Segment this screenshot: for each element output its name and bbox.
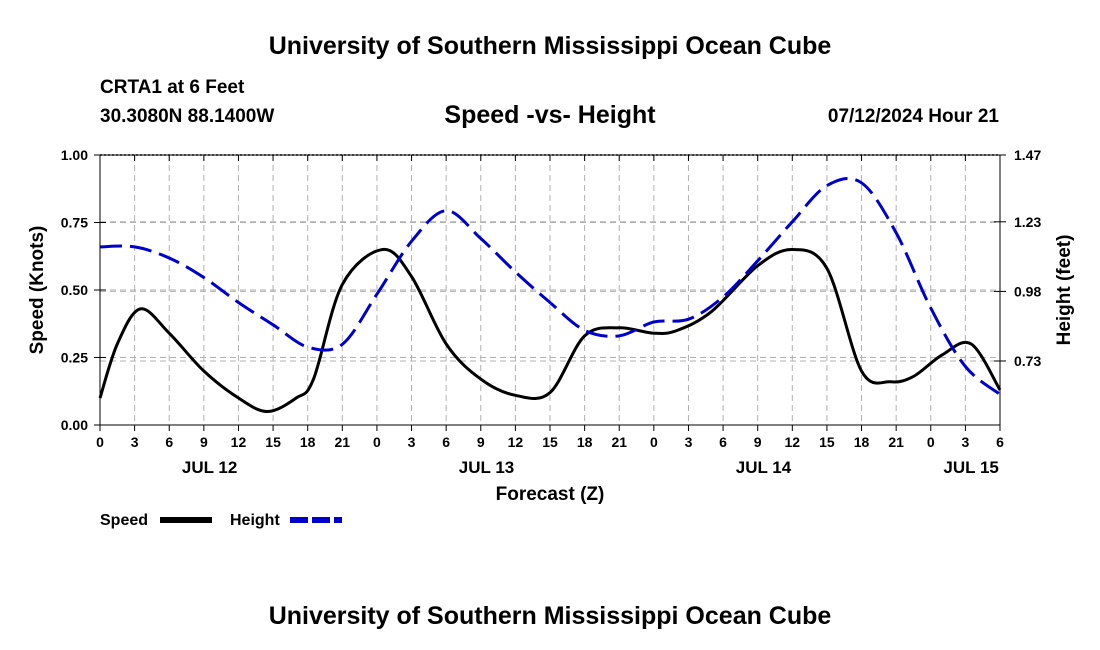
forecast-timestamp: 07/12/2024 Hour 21 bbox=[827, 106, 999, 127]
x-tick-label: 18 bbox=[577, 434, 593, 450]
x-tick-label: 6 bbox=[996, 434, 1004, 450]
x-tick-label: 15 bbox=[542, 434, 558, 450]
y-tick-label: 0.50 bbox=[61, 282, 88, 298]
page-title: University of Southern Mississippi Ocean… bbox=[268, 32, 832, 60]
x-tick-label: 18 bbox=[854, 434, 870, 450]
legend-height-label: Height bbox=[230, 512, 280, 529]
chart-title: Speed -vs- Height bbox=[444, 101, 656, 129]
x-tick-label: 9 bbox=[477, 434, 485, 450]
x-date-label: JUL 13 bbox=[459, 458, 514, 477]
x-tick-label: 3 bbox=[131, 434, 139, 450]
y2-tick-label: 0.73 bbox=[1014, 353, 1041, 369]
station-coordinates: 30.3080N 88.1400W bbox=[100, 106, 275, 127]
x-tick-label: 18 bbox=[300, 434, 316, 450]
x-date-label: JUL 12 bbox=[182, 458, 237, 477]
series-line-speed bbox=[98, 247, 1002, 413]
grid-layer bbox=[100, 155, 1000, 425]
legend-speed-label: Speed bbox=[100, 512, 148, 529]
axes-layer: 0 3 6 9 12 15 18 21 0 3 6 9 12 15 18 21 0 3 6 9 12 15 18 21 0 3 6J… bbox=[61, 147, 1042, 477]
x-tick-label: 21 bbox=[611, 434, 627, 450]
x-tick-label: 6 bbox=[719, 434, 727, 450]
y2-axis-title: Height (feet) bbox=[1054, 235, 1075, 346]
y2-tick-label: 1.47 bbox=[1014, 147, 1041, 163]
x-tick-label: 6 bbox=[442, 434, 450, 450]
y2-tick-label: 1.23 bbox=[1014, 214, 1041, 230]
x-date-label: JUL 14 bbox=[736, 458, 792, 477]
x-tick-label: 0 bbox=[96, 434, 104, 450]
x-tick-label: 12 bbox=[785, 434, 801, 450]
x-tick-label: 12 bbox=[508, 434, 524, 450]
station-label: CRTA1 at 6 Feet bbox=[100, 77, 245, 98]
y2-tick-label: 0.98 bbox=[1014, 283, 1041, 299]
x-tick-label: 15 bbox=[819, 434, 835, 450]
y-tick-label: 0.75 bbox=[61, 215, 88, 231]
x-tick-label: 21 bbox=[888, 434, 904, 450]
x-tick-label: 0 bbox=[650, 434, 658, 450]
x-tick-label: 9 bbox=[754, 434, 762, 450]
x-tick-label: 21 bbox=[335, 434, 351, 450]
legend: Speed Height bbox=[100, 512, 342, 529]
x-tick-label: 0 bbox=[927, 434, 935, 450]
series-layer bbox=[98, 177, 1002, 413]
y-axis-title: Speed (Knots) bbox=[27, 226, 48, 355]
x-tick-label: 15 bbox=[265, 434, 281, 450]
x-tick-label: 12 bbox=[231, 434, 247, 450]
y-tick-label: 0.00 bbox=[61, 417, 88, 433]
speed-height-chart: 0 3 6 9 12 15 18 21 0 3 6 9 12 15 18 21 0 3 6 9 12 15 18 21 0 3 6J… bbox=[27, 147, 1075, 529]
x-tick-label: 0 bbox=[373, 434, 381, 450]
x-tick-label: 9 bbox=[200, 434, 208, 450]
x-tick-label: 3 bbox=[961, 434, 969, 450]
x-tick-label: 3 bbox=[408, 434, 416, 450]
x-axis-title: Forecast (Z) bbox=[496, 484, 605, 505]
footer-title: University of Southern Mississippi Ocean… bbox=[268, 602, 832, 630]
x-tick-label: 6 bbox=[165, 434, 173, 450]
y-tick-label: 0.25 bbox=[61, 350, 88, 366]
y-tick-label: 1.00 bbox=[61, 147, 88, 163]
x-tick-label: 3 bbox=[685, 434, 693, 450]
series-line-height bbox=[99, 177, 1001, 396]
x-date-label: JUL 15 bbox=[943, 458, 998, 477]
